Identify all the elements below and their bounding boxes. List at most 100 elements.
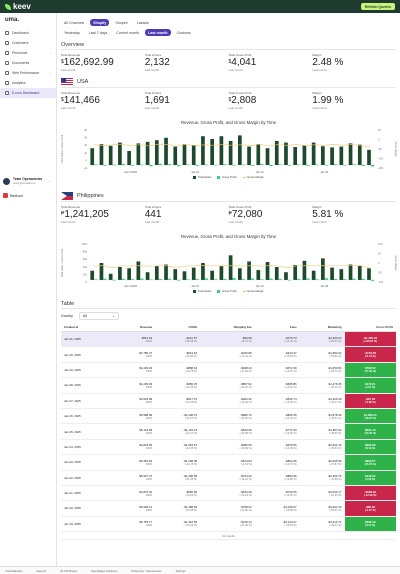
bar-total-sales <box>182 271 187 280</box>
tab-period[interactable]: Last month <box>145 29 171 36</box>
table-row[interactable]: Jan 28, 2025 $4,239.09 100% -$956.35 (-22.56… <box>61 377 396 394</box>
cell-gp: $1,069.31 (19.13 %) <box>344 408 396 425</box>
footer-link[interactable]: Settings <box>175 568 186 573</box>
kpi-card: Total Revenue ₱1,241,205 Last month <box>61 205 145 224</box>
kpi-subtitle: Last month <box>312 220 327 224</box>
column-header[interactable]: Marketing <box>299 323 345 332</box>
cell-cogs: -$1,228.07 (-21.97 %) <box>155 408 201 425</box>
column-header[interactable]: Created at <box>61 323 113 332</box>
tab-channel[interactable]: Lazada <box>136 20 149 25</box>
bar-gross-profit <box>103 278 107 280</box>
table-row[interactable]: Jan 25, 2025 $5,143.83 100% -$1,143.07 (-22.… <box>61 423 396 440</box>
tab-channel[interactable]: All Channels <box>64 20 85 25</box>
bar-total-sales <box>330 267 334 280</box>
ph-title: Philippines <box>77 193 104 199</box>
column-header[interactable]: Revenue <box>112 323 156 332</box>
bar-total-sales <box>330 147 334 165</box>
chevron-right-icon[interactable]: › <box>50 71 51 75</box>
legend-gross-margin[interactable]: Gross Margin <box>242 175 264 179</box>
bar-total-sales <box>173 146 178 165</box>
table-row[interactable]: Jan 21, 2025 $4,870.51 100% -$956.56 (-19.64… <box>61 485 396 502</box>
cell-ship: -$768.62 (-11.82 %) <box>200 500 255 517</box>
tab-channel[interactable]: Shopify <box>90 19 110 26</box>
bar-gross-profit <box>158 279 162 280</box>
legend-total-sales[interactable]: Total Sales <box>193 289 211 293</box>
kpi-label: Total Revenue <box>61 91 81 95</box>
ph-chart[interactable]: 100k 80k 60k 40k 20k 0 100 50 0 -50 -100 Total Sale… <box>57 239 400 289</box>
bar-total-sales <box>348 143 353 165</box>
cell-fees: -$1,039.67 (-15.98 %) <box>254 500 300 517</box>
usa-kpis: Total Revenue $141,466 Last month Total Ord… <box>57 91 400 110</box>
table-row[interactable]: Jan 29, 2025 $4,493.00 100% -$888.62 (-19.78… <box>61 362 396 379</box>
tab-period[interactable]: Yesterday <box>64 30 80 35</box>
tab-channel[interactable]: Shopee <box>115 20 128 25</box>
table-row[interactable]: Jan 31, 2025 $551.63 100% -$241.57 (-28.08 %… <box>61 331 396 348</box>
user-email: team@umalabs.io <box>13 181 36 185</box>
nav-icon <box>5 41 9 45</box>
legend-gross-profit[interactable]: Gross Profit <box>217 289 237 293</box>
sidebar-item-dashboard[interactable]: Dashboard <box>0 28 56 38</box>
chevron-down-icon[interactable]: ⌄ <box>48 179 51 183</box>
legend-gross-margin[interactable]: Gross Margin <box>242 289 264 293</box>
usa-chart[interactable]: 8k 6k 4k 2k 0 -1k 50 0 -50 -100 -150 Total Sales + … <box>57 125 400 175</box>
footer-link[interactable]: UmbrellaLabs <box>5 568 23 573</box>
legend-gross-profit[interactable]: Gross Profit <box>217 175 237 179</box>
table-row[interactable]: Jan 20, 2025 $6,505.12 100% -$1,468.84 (-22.… <box>61 500 396 517</box>
tab-period[interactable]: Last 7 days <box>88 30 108 35</box>
column-header[interactable]: COGS <box>155 323 201 332</box>
table-row[interactable]: Jan 27, 2025 $3,604.99 100% -$817.57 (-22.68… <box>61 393 396 409</box>
user-card[interactable]: Team Operaciones team@umalabs.io ⌄ <box>3 177 51 185</box>
nav-icon <box>5 51 9 55</box>
bar-total-sales <box>173 269 178 280</box>
sidebar-item-analytics[interactable]: Analytics <box>0 78 56 88</box>
bar-gross-profit <box>306 165 310 166</box>
sidebar-item-documents[interactable]: Documents <box>0 58 56 68</box>
table-row[interactable]: Jan 22, 2025 $5,907.37 100% -$1,296.58 (-21.… <box>61 470 396 486</box>
table-row[interactable]: Jan 19, 2025 $6,755.17 100% -$1,312.56 (-19.… <box>61 516 396 533</box>
footer-link[interactable]: OpenMagic Solutions <box>90 568 118 573</box>
y2-tick-label: 0 <box>378 138 380 142</box>
refetch-queries-button[interactable]: Refetch Queries <box>360 3 395 10</box>
sidebar-item-customers[interactable]: Customers <box>0 38 56 48</box>
table-row[interactable]: Jan 23, 2025 $5,453.84 100% -$1,208.08 (-22.… <box>61 454 396 471</box>
sidebar-item-web-performance[interactable]: Web Performance › <box>0 68 56 78</box>
cell-cogs: -$1,143.07 (-22.22 %) <box>155 423 201 440</box>
cell-fees: -$884.96 (-14.98 %) <box>254 470 300 486</box>
tab-period[interactable]: Current month <box>116 30 140 35</box>
cell-fees: -$771.53 (-15.00 %) <box>254 423 300 440</box>
bar-gross-profit <box>333 279 338 280</box>
country-select[interactable]: All ⌄ <box>78 312 119 320</box>
chevron-right-icon[interactable]: › <box>50 51 51 55</box>
bar-gross-profit <box>112 164 116 166</box>
tab-period[interactable]: Customs <box>176 30 191 35</box>
column-header[interactable]: Fees <box>254 323 300 332</box>
app-logo[interactable]: keev <box>5 2 31 11</box>
bar-gross-profit <box>352 164 356 165</box>
overview-kpis: Total Revenue $162,692.99 Last month Total … <box>57 53 400 72</box>
results-count: 31 results <box>222 533 235 538</box>
footer-link[interactable]: Alt Tab Board <box>60 568 77 573</box>
bar-total-sales <box>90 270 95 280</box>
legend-total-sales[interactable]: Total Sales <box>193 175 211 179</box>
ph-chart-legend: Total Sales Gross Profit Gross Margin <box>57 289 400 293</box>
chevron-down-icon: ⌄ <box>112 314 115 318</box>
bar-total-sales <box>237 135 242 165</box>
bar-total-sales <box>154 266 159 280</box>
table-row[interactable]: Jan 24, 2025 $4,823.59 100% -$1,063.57 (-22.… <box>61 439 396 456</box>
bar-total-sales <box>145 141 150 165</box>
footer-link[interactable]: Support <box>36 568 47 573</box>
cell-date: Jan 25, 2025 <box>61 423 113 440</box>
cell-date: Jan 26, 2025 <box>61 408 113 425</box>
sidebar-item-personnel[interactable]: Personnel › <box>0 48 56 58</box>
table-row[interactable]: Jan 26, 2025 $5,588.99 100% -$1,228.07 (-21.… <box>61 408 396 425</box>
bar-gross-profit <box>306 278 310 280</box>
column-header[interactable]: Shipping Fee <box>200 323 255 332</box>
table-row[interactable]: Jan 30, 2025 $2,789.27 100% -$613.64 (-22.00… <box>61 346 396 363</box>
footer-link[interactable]: Shared by: Operaciones <box>131 568 162 573</box>
sidebar-item-e-com-dashboard[interactable]: E-com Dashboard <box>0 88 56 98</box>
business-selector[interactable]: Bertool <box>3 193 23 198</box>
kpi-label: Total Orders <box>144 53 162 57</box>
bar-gross-profit <box>195 279 199 280</box>
column-header[interactable]: Gross Profit <box>344 323 396 332</box>
bar-gross-profit <box>121 163 125 165</box>
